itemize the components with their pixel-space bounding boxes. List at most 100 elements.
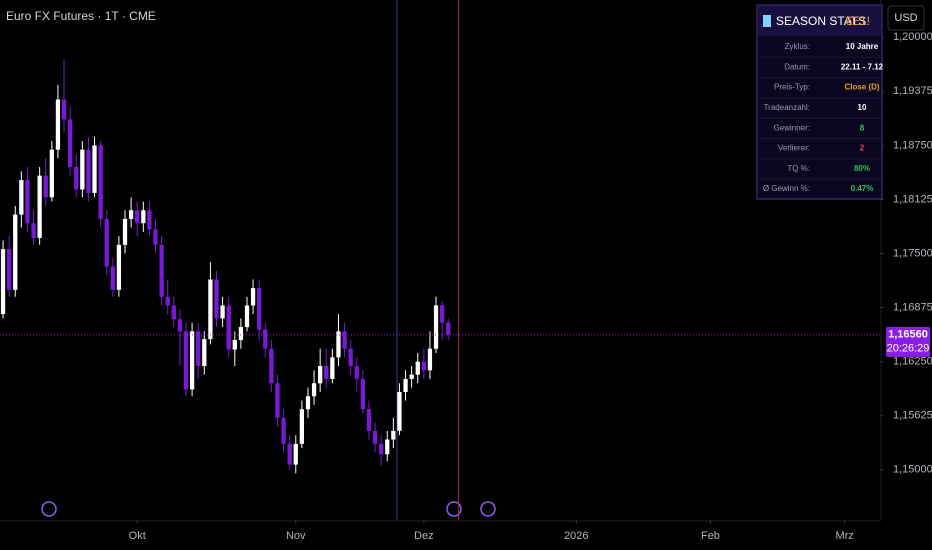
stat-label: TQ %: — [787, 164, 810, 173]
candle-body — [7, 249, 12, 290]
candle-body — [183, 331, 189, 390]
panel-bg — [756, 4, 883, 200]
candle-body — [269, 348, 274, 384]
candle-body — [299, 409, 305, 444]
candle-body — [440, 305, 445, 323]
candle-body — [324, 365, 329, 379]
candle-body — [31, 223, 36, 238]
x-tick-label: Dez — [414, 530, 434, 542]
candle-body — [208, 279, 213, 340]
candle-body — [165, 296, 170, 306]
candle-body — [25, 179, 30, 224]
stat-value: Close (D) — [844, 83, 879, 92]
candle-body — [135, 210, 140, 224]
chart-title: Euro FX Futures · 1T · CME — [6, 9, 156, 23]
candle-body — [311, 383, 317, 397]
candle-body — [0, 249, 6, 315]
stat-value: 2 — [860, 144, 865, 153]
candle-body — [220, 305, 225, 319]
candle-body — [421, 361, 426, 371]
candle-body — [305, 396, 311, 410]
candle-body — [433, 305, 439, 349]
candle-body — [372, 430, 378, 444]
candle-body — [98, 145, 103, 219]
candle-body — [189, 331, 195, 390]
candle-body — [275, 383, 280, 418]
candle-body — [226, 305, 231, 350]
stat-label: Tradeanzahl: — [764, 103, 810, 112]
candle-body — [366, 409, 372, 431]
x-tick-label: Mrz — [835, 530, 853, 542]
candle-body — [379, 443, 384, 455]
y-tick-label: 1,15625 — [893, 410, 932, 422]
stat-label: Verlierer: — [778, 144, 810, 153]
stat-value: 0.47% — [851, 184, 874, 193]
candle-body — [415, 361, 420, 375]
candle-body — [202, 339, 207, 366]
stat-label: Zyklus: — [785, 42, 810, 51]
y-tick-label: 1,16875 — [893, 301, 932, 313]
x-tick-label: Nov — [286, 530, 306, 542]
candle-body — [92, 145, 97, 193]
candle-body — [177, 319, 183, 332]
stat-value: 22.11 - 7.12 — [841, 62, 884, 71]
candle-body — [110, 266, 115, 290]
y-tick-label: 1,18750 — [893, 139, 932, 151]
candle-body — [342, 331, 347, 349]
candle-body — [196, 331, 201, 366]
candle-body — [403, 378, 408, 392]
candle-body — [354, 365, 359, 379]
candle-body — [171, 305, 176, 320]
stat-label: Gewinner: — [774, 123, 810, 132]
candle-body — [238, 327, 244, 341]
candle-body — [397, 391, 402, 431]
stat-value: 8 — [860, 123, 865, 132]
candle-body — [385, 439, 390, 455]
candle-body — [232, 340, 237, 350]
stat-label: Preis-Typ: — [774, 83, 810, 92]
candle-body — [391, 430, 396, 440]
candle-body — [43, 175, 48, 198]
stat-label: Datum: — [784, 62, 810, 71]
stat-value: 10 — [858, 103, 867, 112]
y-tick-label: 1,16250 — [893, 356, 932, 368]
candle-body — [147, 210, 152, 230]
y-tick-label: 1,17500 — [893, 247, 932, 259]
candle-body — [336, 331, 341, 358]
stat-value: 80% — [854, 164, 870, 173]
currency-label[interactable]: USD — [894, 12, 917, 24]
currency-button[interactable] — [887, 5, 925, 31]
y-tick-label: 1,20000 — [893, 31, 932, 43]
candle-body — [37, 175, 42, 238]
event-icons — [41, 501, 496, 517]
last-price-box — [886, 326, 930, 357]
last-price-label: 1,16560 — [888, 329, 928, 341]
candle-body — [153, 229, 158, 245]
candle-body — [141, 210, 146, 224]
candle-body — [104, 218, 109, 267]
candle-body — [293, 443, 298, 465]
candle-body — [49, 149, 54, 198]
countdown-label: 20:26:29 — [887, 343, 930, 355]
candle-body — [116, 244, 122, 290]
candle-body — [287, 443, 292, 465]
panel-title: SEASON STATS — [776, 14, 866, 28]
stat-value: 10 Jahre — [846, 42, 879, 51]
x-tick-label: Okt — [129, 530, 146, 542]
candle-body — [13, 214, 18, 290]
candle-body — [122, 218, 128, 245]
candle-body — [427, 348, 433, 371]
x-tick-label: Feb — [701, 530, 720, 542]
candle-body — [409, 374, 414, 379]
candle-body — [19, 179, 24, 215]
candle-body — [159, 244, 164, 297]
candle-body — [61, 99, 67, 120]
x-tick-label: 2026 — [564, 530, 588, 542]
y-tick-label: 1,18125 — [893, 193, 932, 205]
candle-body — [80, 149, 85, 190]
candle-body — [214, 279, 219, 319]
panel-symbol: 6E1! — [845, 14, 870, 28]
candle-body — [257, 288, 262, 330]
